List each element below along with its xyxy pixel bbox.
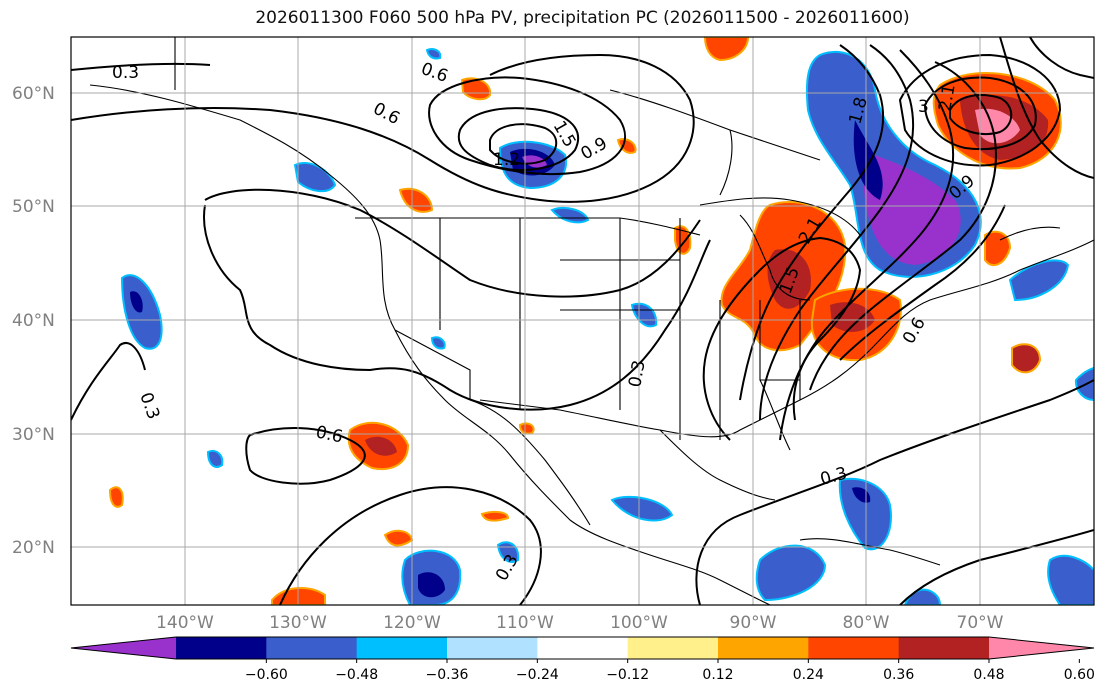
latitude-labels: 20°N 30°N 40°N 50°N 60°N <box>12 84 55 558</box>
colorbar-bin <box>808 637 900 659</box>
contour-label: 2.1 <box>935 83 959 113</box>
lon-label: 90°W <box>730 613 777 633</box>
colorbar-tick-label: −0.24 <box>516 667 559 683</box>
lat-label: 20°N <box>12 538 55 558</box>
colorbar-tick-label: −0.36 <box>426 667 469 683</box>
colorbar-bin <box>356 637 448 659</box>
colorbar-tick-label: 0.12 <box>702 667 733 683</box>
map-frame <box>70 36 1095 606</box>
lat-label: 60°N <box>12 84 55 104</box>
colorbar-extend-high <box>989 637 1094 659</box>
contour-label: 3 <box>918 97 929 117</box>
graticule <box>71 37 1094 605</box>
colorbar-tick-label: 0.36 <box>883 667 914 683</box>
lon-label: 130°W <box>269 613 327 633</box>
contour-label: 0.6 <box>370 99 403 129</box>
lon-label: 100°W <box>610 613 668 633</box>
contour-label: 0.6 <box>899 314 930 347</box>
colorbar-bin <box>266 637 358 659</box>
contour-label: 0.3 <box>135 390 163 422</box>
colorbar-bin <box>176 637 267 659</box>
colorbar-ticks: −0.60 −0.48 −0.36 −0.24 −0.12 0.12 0.24 0.36 0.4… <box>245 659 1095 683</box>
colorbar-bin <box>537 637 629 659</box>
colorbar-bin <box>898 637 990 659</box>
colorbar-bin <box>627 637 719 659</box>
colorbar-tick-label: 0.48 <box>973 667 1004 683</box>
longitude-labels: 140°W 130°W 120°W 110°W 100°W 90°W 80°W … <box>156 613 1004 633</box>
pv-contours <box>71 37 1094 605</box>
contour-label: 0.9 <box>578 133 611 164</box>
colorbar-tick-label: −0.60 <box>245 667 288 683</box>
precipitation-shading <box>108 37 1094 605</box>
colorbar-tick-label: −0.48 <box>335 667 378 683</box>
colorbar-tick-label: 0.24 <box>793 667 824 683</box>
lon-label: 80°W <box>843 613 890 633</box>
lon-label: 140°W <box>156 613 214 633</box>
coastlines <box>89 37 1094 605</box>
lon-label: 70°W <box>957 613 1004 633</box>
colorbar <box>70 636 1095 660</box>
lon-label: 110°W <box>496 613 554 633</box>
contour-label: 0.3 <box>625 359 649 389</box>
colorbar-bin <box>447 637 538 659</box>
lat-label: 40°N <box>12 311 55 331</box>
lon-label: 120°W <box>383 613 441 633</box>
contour-label: 0.6 <box>314 422 345 447</box>
contour-label: 1.5 <box>549 118 580 151</box>
colorbar-extend-low <box>71 637 176 659</box>
lat-label: 50°N <box>12 197 55 217</box>
colorbar-tick-label: −0.12 <box>606 667 649 683</box>
contour-label: 1.2 <box>493 150 520 170</box>
contour-label: 0.6 <box>418 59 450 87</box>
contour-label: 0.3 <box>112 63 139 83</box>
colorbar-bin <box>718 637 809 659</box>
colorbar-outline <box>70 636 1095 660</box>
map-title: 2026011300 F060 500 hPa PV, precipitatio… <box>255 8 910 28</box>
colorbar-tick-label: 0.60 <box>1064 667 1095 683</box>
lat-label: 30°N <box>12 425 55 445</box>
